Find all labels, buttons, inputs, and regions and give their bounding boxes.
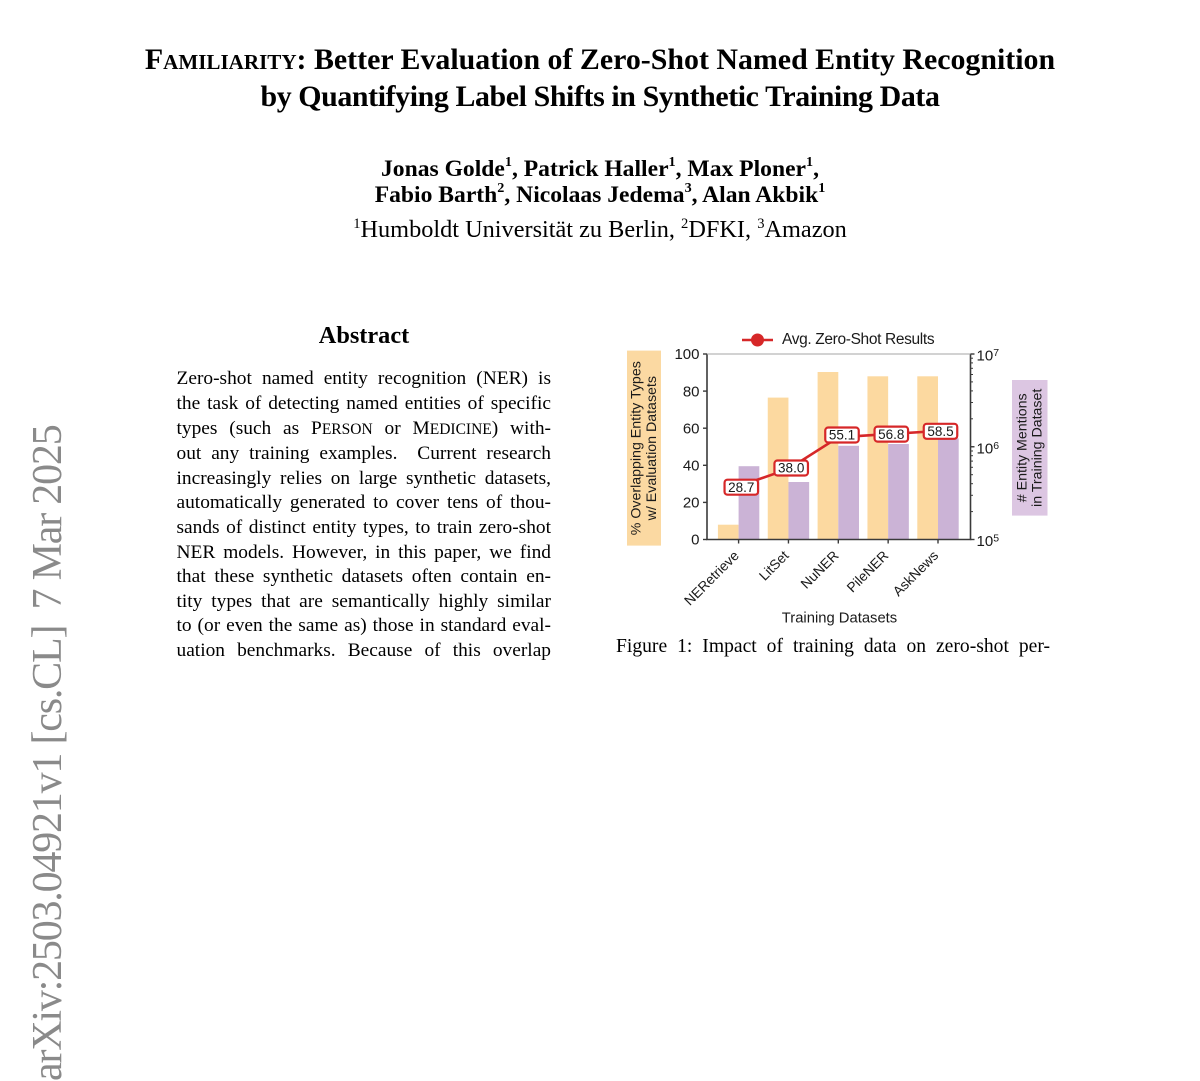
svg-text:100: 100 xyxy=(674,346,699,363)
svg-text:AskNews: AskNews xyxy=(890,548,941,599)
svg-text:Avg. Zero-Shot Results: Avg. Zero-Shot Results xyxy=(782,331,935,348)
svg-text:NERetrieve: NERetrieve xyxy=(681,548,742,609)
svg-text:58.5: 58.5 xyxy=(927,424,953,439)
svg-text:Training Datasets: Training Datasets xyxy=(782,611,897,627)
svg-text:38.0: 38.0 xyxy=(778,461,804,476)
svg-text:40: 40 xyxy=(683,458,700,475)
svg-text:106: 106 xyxy=(977,440,1000,458)
svg-text:55.1: 55.1 xyxy=(829,428,855,443)
svg-text:20: 20 xyxy=(683,495,700,512)
svg-text:28.7: 28.7 xyxy=(728,480,754,495)
svg-text:107: 107 xyxy=(977,347,1000,365)
svg-text:0: 0 xyxy=(691,532,699,549)
svg-text:80: 80 xyxy=(683,383,700,400)
svg-text:in Training Dataset: in Training Dataset xyxy=(1030,389,1046,507)
svg-text:LitSet: LitSet xyxy=(756,548,792,584)
svg-text:PileNER: PileNER xyxy=(844,548,891,595)
svg-text:NuNER: NuNER xyxy=(798,548,842,592)
svg-text:56.8: 56.8 xyxy=(878,427,904,442)
svg-text:% Overlapping Entity Types: % Overlapping Entity Types xyxy=(629,361,645,535)
svg-text:105: 105 xyxy=(977,533,1000,551)
svg-text:# Entity Mentions: # Entity Mentions xyxy=(1014,393,1030,502)
svg-text:w/ Evaluation Datasets: w/ Evaluation Datasets xyxy=(644,376,660,521)
svg-text:60: 60 xyxy=(683,420,700,437)
